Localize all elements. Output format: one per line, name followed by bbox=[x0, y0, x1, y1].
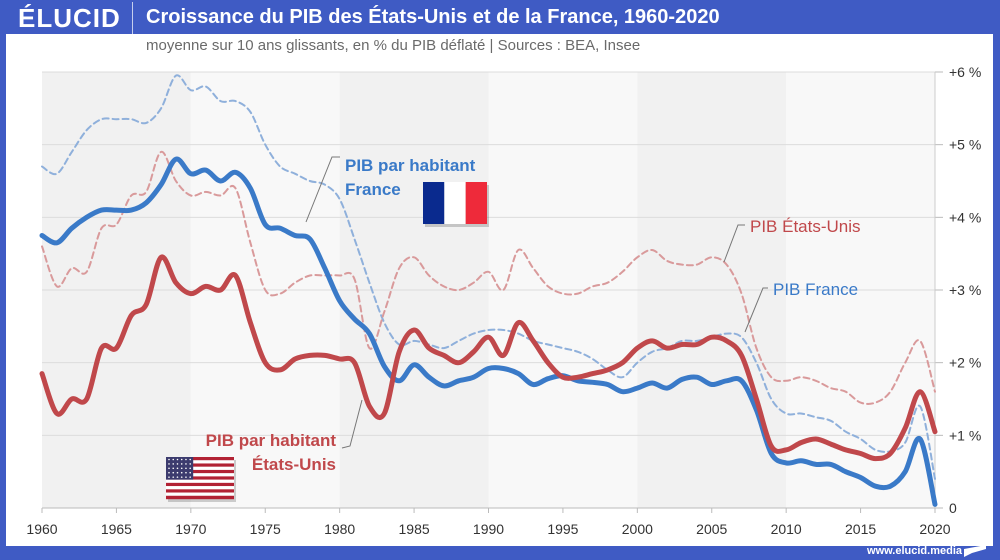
chart-title: Croissance du PIB des États-Unis et de l… bbox=[146, 6, 720, 28]
annotation-pib-habitant-usa: PIB par habitant bbox=[206, 431, 337, 450]
axes: 0 +1 % +2 % +3 % +4 % +5 % +6 % 1960 1965 1970 197… bbox=[26, 64, 981, 537]
flag-star bbox=[185, 463, 187, 465]
x-tick-label: 2005 bbox=[696, 521, 727, 537]
flag-stripe bbox=[166, 486, 234, 490]
annotation-leader-line bbox=[341, 399, 363, 449]
flag-stripe bbox=[166, 482, 234, 487]
annotation-pib-france: PIB France bbox=[773, 280, 858, 299]
flag-star bbox=[168, 463, 170, 465]
x-tick-label: 1985 bbox=[399, 521, 430, 537]
y-tick-label: +6 % bbox=[949, 64, 981, 80]
footer-url[interactable]: www.elucid.media bbox=[867, 545, 962, 557]
flag-star bbox=[176, 463, 179, 465]
y-tick-label: +3 % bbox=[949, 282, 981, 298]
flag-star bbox=[189, 471, 191, 474]
flag-star bbox=[176, 471, 179, 474]
annotation-leader-line bbox=[744, 287, 768, 333]
flag-stripe-red bbox=[465, 182, 487, 224]
flag-star bbox=[168, 467, 170, 470]
x-tick-label: 1995 bbox=[547, 521, 578, 537]
annotation-leader-line bbox=[305, 156, 340, 223]
flag-star bbox=[180, 458, 183, 461]
elucid-mark-icon bbox=[964, 545, 986, 557]
elucid-logo: ÉLUCID bbox=[18, 3, 121, 33]
usa-flag-icon bbox=[166, 457, 236, 502]
flag-star bbox=[185, 476, 187, 478]
flag-star bbox=[172, 471, 175, 474]
flag-stripe bbox=[166, 479, 234, 484]
x-tick-label: 2000 bbox=[622, 521, 653, 537]
x-tick-label: 2015 bbox=[845, 521, 876, 537]
flag-star bbox=[189, 476, 191, 478]
flag-star bbox=[189, 467, 191, 470]
flag-star bbox=[185, 458, 187, 461]
flag-stripe bbox=[166, 463, 234, 467]
flag-star bbox=[185, 467, 187, 470]
series-lines bbox=[39, 74, 938, 507]
flag-stripe bbox=[166, 495, 234, 500]
flag-stripe bbox=[166, 476, 234, 480]
gridlines bbox=[42, 71, 935, 509]
flag-star bbox=[189, 463, 191, 465]
flag-stripe bbox=[166, 460, 234, 464]
series-line-pib-france bbox=[41, 74, 936, 480]
header-bar: ÉLUCID Croissance du PIB des États-Unis … bbox=[0, 0, 1000, 34]
flag-stripe bbox=[166, 469, 234, 474]
flag-star bbox=[168, 471, 170, 474]
x-tick-label: 1990 bbox=[473, 521, 504, 537]
annotation-leader-line bbox=[723, 224, 745, 263]
flag-star bbox=[189, 458, 191, 461]
y-tick-label: +4 % bbox=[949, 209, 981, 225]
logo-divider bbox=[132, 2, 133, 34]
x-tick-label: 1970 bbox=[175, 521, 206, 537]
flag-canton bbox=[166, 457, 194, 480]
flag-stripe-white bbox=[444, 182, 466, 224]
flag-star bbox=[180, 467, 183, 470]
flag-star bbox=[176, 458, 179, 461]
france-flag-icon bbox=[423, 182, 489, 227]
y-tick-label: +2 % bbox=[949, 355, 981, 371]
flag-star bbox=[176, 467, 179, 470]
flag-star bbox=[180, 471, 183, 474]
annotations: PIB par habitant France PIB par habitant Ét… bbox=[166, 156, 861, 502]
series-line-pib-par-habitant-etats-unis bbox=[39, 254, 938, 462]
flag-stripe bbox=[166, 457, 234, 461]
x-tick-label: 1965 bbox=[101, 521, 132, 537]
flag-star bbox=[180, 476, 183, 478]
flag-stripe bbox=[166, 466, 234, 471]
flag-star bbox=[176, 476, 179, 478]
chart-subtitle: moyenne sur 10 ans glissants, en % du PI… bbox=[146, 37, 641, 54]
flag-star bbox=[168, 458, 170, 461]
flag-star bbox=[180, 463, 183, 465]
flag-star bbox=[172, 467, 175, 470]
flag-star bbox=[168, 476, 170, 478]
annotation-pib-habitant-france: PIB par habitant bbox=[345, 156, 476, 175]
flag-star bbox=[172, 458, 175, 461]
y-tick-label: 0 bbox=[949, 500, 957, 516]
flag-stripe bbox=[166, 492, 234, 496]
series-line-pib-etats-unis bbox=[41, 150, 936, 405]
flag-stripe-blue bbox=[423, 182, 445, 224]
y-tick-label: +5 % bbox=[949, 137, 981, 153]
y-tick-label: +1 % bbox=[949, 427, 981, 443]
flag-star bbox=[172, 463, 175, 465]
x-tick-label: 1980 bbox=[324, 521, 355, 537]
flag-star bbox=[185, 471, 187, 474]
x-tick-label: 2020 bbox=[919, 521, 950, 537]
x-tick-label: 1960 bbox=[26, 521, 57, 537]
x-tick-label: 1975 bbox=[250, 521, 281, 537]
annotation-pib-habitant-usa: États-Unis bbox=[252, 455, 336, 474]
x-tick-label: 2010 bbox=[771, 521, 802, 537]
annotation-pib-habitant-france: France bbox=[345, 180, 401, 199]
flag-star bbox=[172, 476, 175, 478]
flag-stripe bbox=[166, 489, 234, 493]
annotation-pib-usa: PIB États-Unis bbox=[750, 217, 861, 236]
series-line-pib-par-habitant-france bbox=[39, 156, 938, 507]
flag-stripe bbox=[166, 473, 234, 477]
